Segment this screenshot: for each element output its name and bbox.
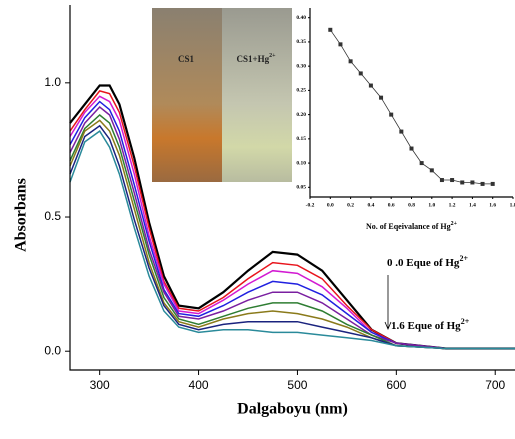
data-point xyxy=(409,146,414,151)
spectrum-line xyxy=(69,124,515,350)
x-tick-label: 300 xyxy=(90,378,110,392)
data-point xyxy=(348,59,353,64)
inset-x-axis-title-sup: 2+ xyxy=(451,221,458,227)
vial-photo xyxy=(222,8,292,182)
spectrum-line xyxy=(69,100,515,350)
photo-label: CS1+Hg2+ xyxy=(236,53,276,64)
annotation-sup: 2+ xyxy=(459,254,468,263)
annotation: 0 .0 Eque of Hg2+ xyxy=(387,254,468,269)
spectrum-line xyxy=(69,90,515,350)
spectrum-line xyxy=(69,105,515,350)
photo xyxy=(152,8,292,182)
photo-label-text: CS1+Hg xyxy=(236,54,269,64)
spectrum-line xyxy=(69,119,515,350)
inset-x-axis-title-text: No. of Eqeivalance of Hg xyxy=(366,222,451,231)
photo-label-sup: 2+ xyxy=(269,53,276,59)
data-point xyxy=(379,95,384,100)
y-tick-label: 0.0 xyxy=(44,343,61,357)
spectrum-line xyxy=(69,130,515,350)
data-point xyxy=(338,42,343,47)
inset-background xyxy=(310,8,513,197)
vial-photo xyxy=(152,8,222,182)
y-tick-label: 0.30 xyxy=(296,63,306,69)
y-axis-title: Absorbans xyxy=(13,178,30,252)
data-point xyxy=(389,112,394,117)
spectrum-line xyxy=(69,114,515,350)
data-point xyxy=(368,83,373,88)
x-tick-label: 0.8 xyxy=(408,202,415,208)
x-tick-label: 500 xyxy=(287,378,307,392)
data-point xyxy=(450,178,455,183)
x-tick-label: 600 xyxy=(386,378,406,392)
y-tick-label: 0.35 xyxy=(296,39,306,45)
y-tick-label: 0.10 xyxy=(296,160,306,166)
y-tick-label: 1.0 xyxy=(44,75,61,89)
x-tick-label: 400 xyxy=(189,378,209,392)
data-point xyxy=(470,180,475,185)
x-tick-label: 1.2 xyxy=(449,202,456,208)
y-tick-label: 0.40 xyxy=(296,15,306,21)
axes xyxy=(69,5,515,371)
x-tick-label: 700 xyxy=(485,378,505,392)
data-point xyxy=(480,181,485,186)
y-tick-label: 0.5 xyxy=(44,209,61,223)
annotation-text: 1.6 Eque of Hg xyxy=(391,320,461,332)
data-point xyxy=(328,27,333,32)
annotation-text: 0 .0 Eque of Hg xyxy=(387,257,460,269)
data-point xyxy=(460,180,465,185)
data-point xyxy=(419,161,424,166)
y-tick-label: 0.25 xyxy=(296,88,306,94)
x-tick-label: 1.6 xyxy=(489,202,496,208)
y-tick-label: 0.15 xyxy=(296,136,306,142)
x-tick-label: 1.8 xyxy=(510,202,515,208)
x-tick-label: -0.2 xyxy=(306,202,315,208)
photo-label-text: CS1 xyxy=(178,54,195,64)
y-tick-label: 0.20 xyxy=(296,112,306,118)
photo-label: CS1 xyxy=(178,54,195,64)
data-point xyxy=(429,168,434,173)
inset-x-axis-title: No. of Eqeivalance of Hg2+ xyxy=(366,221,458,230)
x-axis-title: Dalgaboyu (nm) xyxy=(237,401,348,418)
x-tick-label: 0.0 xyxy=(327,202,334,208)
x-tick-label: 0.6 xyxy=(388,202,395,208)
annotation-arrow xyxy=(384,275,392,331)
y-tick-label: 0.05 xyxy=(296,185,306,191)
x-tick-label: 0.4 xyxy=(367,202,374,208)
data-point xyxy=(358,71,363,76)
annotation: 1.6 Eque of Hg2+ xyxy=(391,317,470,332)
data-point xyxy=(439,178,444,183)
annotation-sup: 2+ xyxy=(461,317,470,326)
x-tick-label: 1.4 xyxy=(469,202,476,208)
data-point xyxy=(399,129,404,134)
x-tick-label: 1.0 xyxy=(428,202,435,208)
data-point xyxy=(490,181,495,186)
x-tick-label: 0.2 xyxy=(347,202,354,208)
